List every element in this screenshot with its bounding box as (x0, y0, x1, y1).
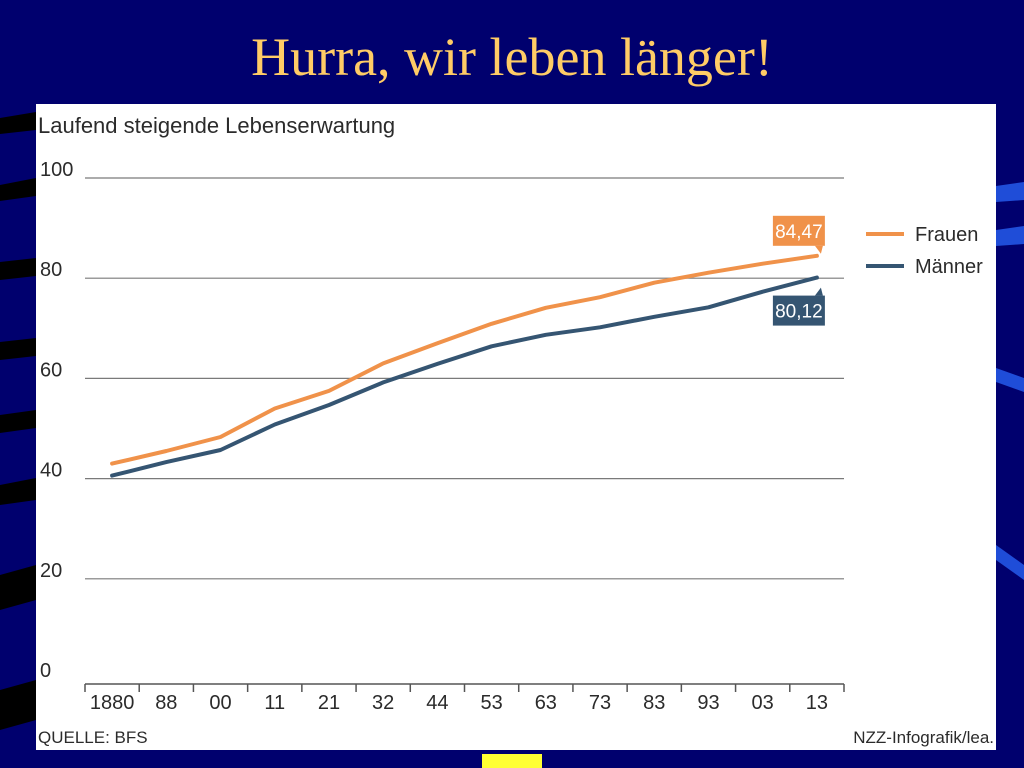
chart-title: Laufend steigende Lebenserwartung (38, 113, 396, 138)
life-expectancy-chart: 0 20 40 60 80 100 1880 88 00 11 21 32 44 53 63 73 83 93 0… (40, 159, 983, 714)
x-tick-label: 53 (480, 692, 502, 714)
x-tick-label: 63 (535, 692, 557, 714)
end-value-box (772, 215, 825, 246)
legend-label: Frauen (915, 224, 978, 246)
slide-title: Hurra, wir leben länger! (251, 27, 773, 87)
y-tick-label: 0 (40, 660, 51, 682)
y-tick-label: 60 (40, 359, 62, 381)
y-tick-label: 80 (40, 259, 62, 281)
chart-credit: NZZ-Infografik/lea. (853, 728, 994, 747)
y-tick-label: 100 (40, 159, 73, 181)
end-value-label: 84,47 (775, 222, 823, 243)
y-tick-label: 20 (40, 560, 62, 582)
series-line-frauen (110, 253, 819, 466)
x-tick-label: 11 (264, 692, 285, 714)
x-tick-label: 93 (697, 692, 719, 714)
end-value-pointer (814, 245, 823, 254)
x-tick-label: 88 (155, 692, 177, 714)
x-tick-label: 21 (318, 692, 340, 714)
series-line-maenner (110, 275, 819, 478)
x-tick-label: 00 (209, 692, 231, 714)
chart-panel: 0 20 40 60 80 100 1880 88 00 11 21 32 44 53 63 73 83 93 0… (36, 104, 996, 750)
x-tick-label: 13 (806, 692, 828, 714)
end-value-label: 80,12 (775, 302, 823, 323)
legend-label: Männer (915, 256, 983, 278)
end-value-pointer (814, 287, 823, 296)
end-value-box (772, 295, 825, 326)
x-tick-label: 73 (589, 692, 611, 714)
y-tick-label: 40 (40, 460, 62, 482)
x-tick-label: 44 (426, 692, 448, 714)
x-tick-label: 83 (643, 692, 665, 714)
yellow-marker (482, 754, 542, 768)
x-tick-label: 32 (372, 692, 394, 714)
x-tick-label: 03 (752, 692, 774, 714)
chart-source: QUELLE: BFS (38, 728, 148, 747)
x-tick-label: 1880 (90, 692, 135, 714)
